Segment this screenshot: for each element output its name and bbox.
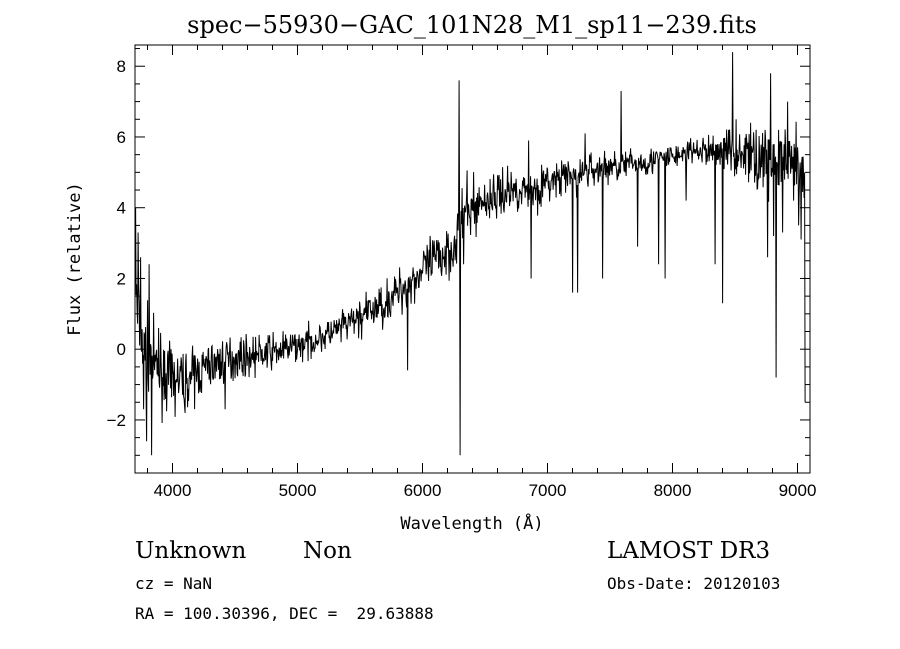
y-tick-label: 4	[117, 199, 126, 218]
object-class: Non	[303, 538, 352, 564]
x-tick-label: 4000	[154, 481, 192, 500]
plot-frame	[134, 44, 811, 474]
obs-date: Obs-Date: 20120103	[607, 574, 781, 593]
chart-title: spec−55930−GAC_101N28_M1_sp11−239.fits	[187, 11, 757, 39]
x-tick-label: 6000	[404, 481, 442, 500]
survey-name: LAMOST DR3	[607, 538, 771, 564]
y-tick-label: 0	[117, 340, 126, 359]
redshift-value: cz = NaN	[135, 574, 213, 593]
y-tick-label: 2	[117, 269, 126, 288]
axis-ticks	[135, 45, 810, 473]
x-tick-label: 9000	[779, 481, 817, 500]
y-tick-label: 8	[117, 57, 126, 76]
x-tick-label: 8000	[654, 481, 692, 500]
coordinates: RA = 100.30396, DEC = 29.63888	[135, 604, 434, 623]
y-axis-label: Flux (relative)	[65, 182, 85, 336]
tick-labels: 4000 5000 6000 7000 8000 9000 −2 0 2 4 6 8	[107, 57, 817, 500]
x-tick-label: 7000	[529, 481, 567, 500]
x-tick-label: 5000	[279, 481, 317, 500]
x-axis-label: Wavelength (Å)	[400, 512, 543, 534]
y-tick-label: −2	[107, 411, 126, 430]
y-tick-label: 6	[117, 128, 126, 147]
object-name: Unknown	[135, 538, 247, 564]
spectrum-line	[135, 52, 806, 456]
